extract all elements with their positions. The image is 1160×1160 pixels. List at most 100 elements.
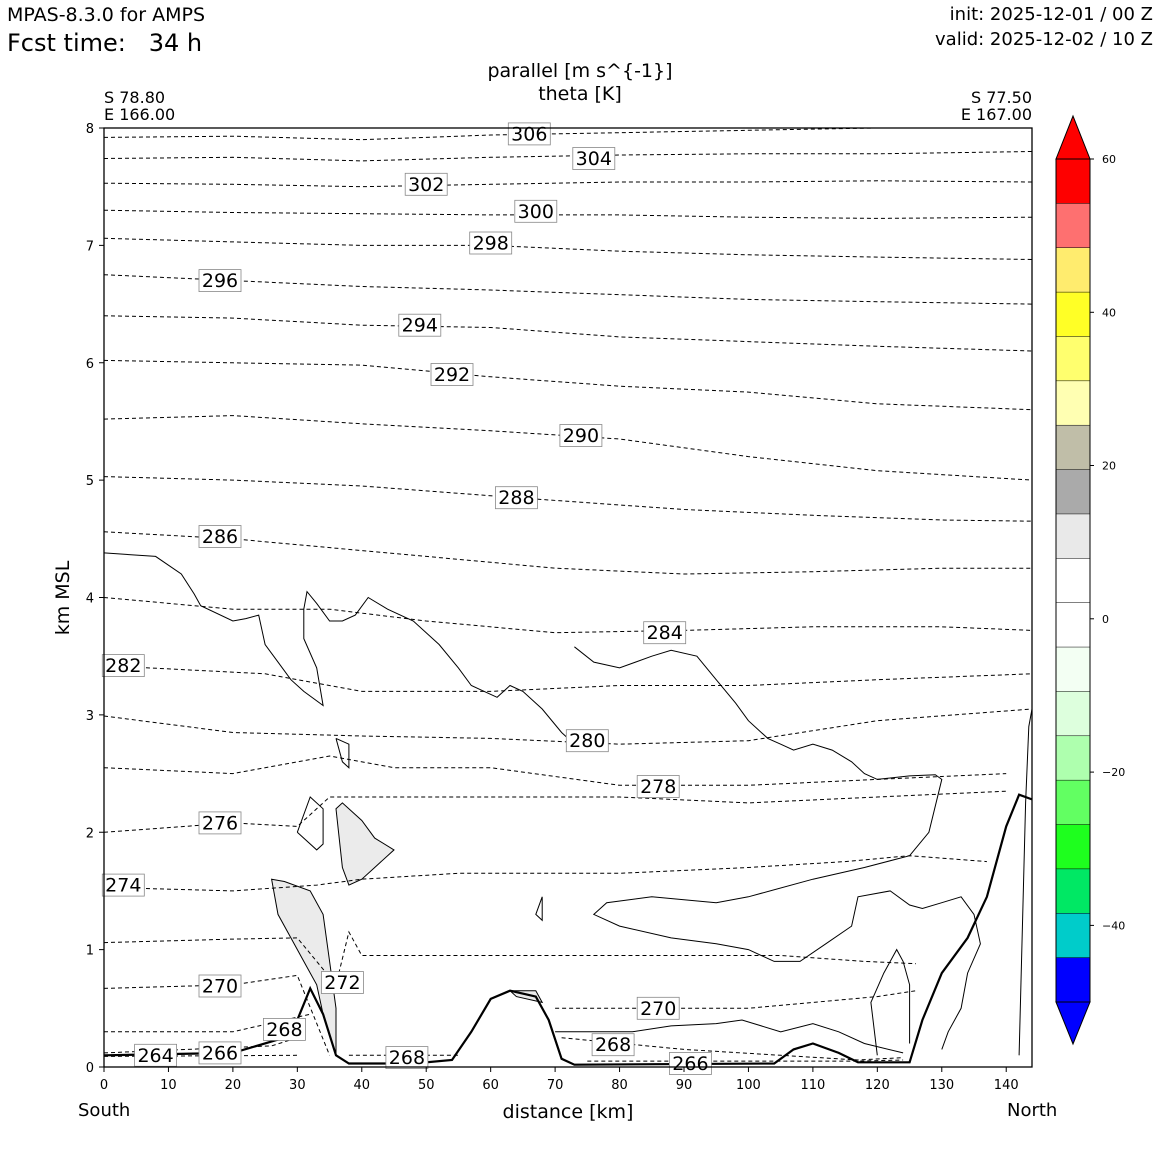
x-tick-label: 120 [865,1078,890,1093]
y-tick-label: 5 [86,474,94,489]
x-tick-label: 110 [800,1078,825,1093]
theta-label-266: 266 [198,1041,242,1065]
theta-contours [104,128,1032,1062]
theta-contour-300 [104,209,1032,219]
theta-contour-290 [104,415,1032,481]
colorbar-segment-13 [1056,735,1090,781]
colorbar-segment-12 [1056,691,1090,737]
colorbar-segment-16 [1056,868,1090,914]
theta-label-268: 268 [385,1046,429,1069]
theta-label-text: 302 [408,174,444,196]
model-title: MPAS-8.3.0 for AMPS [7,4,206,26]
theta-label-300: 300 [514,199,558,223]
colorbar-segment-2 [1056,247,1090,293]
theta-contour-296 [104,274,1032,305]
x-tick-label: 20 [225,1078,242,1093]
colorbar-segment-1 [1056,203,1090,249]
wind-contour-1 [574,646,981,1050]
theta-label-box [643,621,687,645]
theta-contour-266 [587,1059,904,1062]
theta-label-296: 296 [198,269,242,292]
theta-contour-264 [104,1054,298,1057]
theta-contour-302 [104,180,1032,188]
y-tick-label: 3 [86,709,94,724]
x-tick-label: 130 [929,1078,954,1093]
forecast-time-value: 34 h [148,29,203,57]
colorbar-tick-label: 20 [1102,460,1116,473]
theta-label-box [398,313,442,337]
theta-label-270: 270 [198,974,242,998]
y-tick-label: 7 [86,239,94,254]
x-tick-label: 30 [289,1078,306,1093]
wind-contour-3 [555,1019,904,1054]
colorbar-segment-7 [1056,469,1090,515]
colorbar-under-arrow [1055,1001,1091,1046]
theta-label-box [320,971,364,994]
theta-contour-278 [104,755,1007,786]
theta-label-text: 270 [202,976,238,998]
y-tick-label: 1 [86,944,94,959]
x-axis: 0 10 20 30 40 50 60 70 80 90 100 110 120 130 140 [100,1067,1019,1093]
colorbar-segment-6 [1056,425,1090,470]
y-tick-label: 2 [86,826,94,841]
theta-label-272: 272 [320,971,364,994]
colorbar-over-arrow [1055,114,1091,160]
theta-contour-304 [104,151,1032,162]
theta-label-298: 298 [469,231,513,255]
theta-label-box [572,147,616,170]
theta-contour-274 [104,855,987,892]
theta-label-text: 264 [137,1045,173,1067]
theta-label-text: 292 [434,364,470,386]
x-tick-label: 70 [547,1078,564,1093]
theta-label-280: 280 [565,729,609,752]
x-axis-label: distance [km] [503,1101,634,1123]
terrain-line [104,793,1032,1066]
right-lat: S 77.50 [970,88,1032,107]
theta-label-text: 306 [511,123,547,145]
colorbar-tick-label: 40 [1102,306,1116,319]
wind-contour-2 [870,948,911,1056]
colorbar-tick-label: −40 [1102,919,1125,932]
theta-contour-270 [104,974,331,1056]
theta-label-text: 300 [518,201,554,223]
theta-label-box [636,775,680,798]
theta-label-292: 292 [430,363,474,386]
theta-label-text: 294 [402,315,438,337]
theta-contour-292 [104,359,1032,411]
left-lon: E 166.00 [104,105,176,124]
theta-contour-268 [104,1013,311,1033]
theta-label-270: 270 [636,996,680,1020]
theta-label-286: 286 [198,525,242,548]
theta-label-text: 272 [324,972,360,994]
colorbar-segment-9 [1056,558,1090,604]
theta-label-text: 298 [473,233,509,255]
wind-contours [104,552,1032,1056]
theta-label-box [669,1052,712,1075]
chart-title-line-2: theta [K] [538,83,622,105]
colorbar-segment-18 [1056,957,1090,1003]
theta-label-266: 266 [669,1052,712,1075]
shaded-wind-regions [270,802,544,1056]
right-endpoint-coords: S 77.50 E 167.00 [961,89,1032,123]
x-tick-label: 0 [100,1078,108,1093]
x-tick-label: 140 [994,1078,1019,1093]
theta-label-box [494,486,538,510]
theta-label-box [198,525,242,548]
theta-label-302: 302 [404,172,448,196]
theta-label-text: 274 [105,875,141,897]
valid-time: valid: 2025-12-02 / 10 Z [935,29,1153,50]
theta-label-box [385,1046,429,1069]
y-axis-label: km MSL [52,560,74,635]
south-end-label: South [78,1100,131,1121]
theta-label-text: 276 [202,812,238,834]
theta-label-text: 278 [640,776,676,798]
theta-label-box [404,172,448,196]
shaded-region-0 [335,802,395,886]
theta-label-text: 268 [595,1034,631,1056]
theta-contour-272 [104,930,917,986]
theta-label-box [198,1041,242,1065]
theta-label-text: 304 [576,148,612,170]
x-tick-label: 40 [354,1078,371,1093]
theta-contour-276 [104,790,1007,833]
colorbar-segment-5 [1056,380,1090,426]
